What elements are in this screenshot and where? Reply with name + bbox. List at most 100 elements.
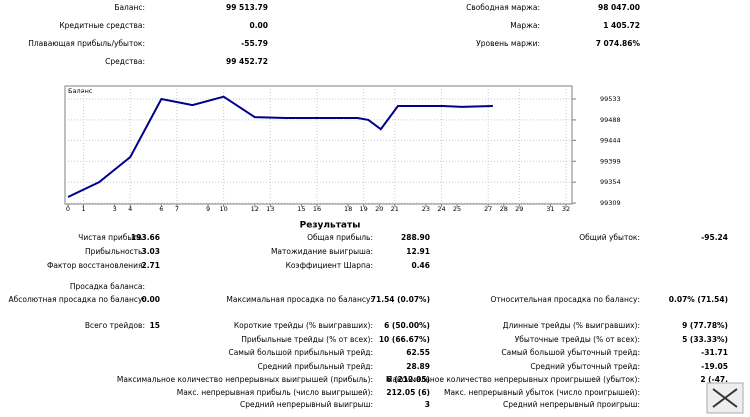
stat-value: 3.03 <box>141 247 160 256</box>
stat-label: Абсолютная просадка по балансу: <box>9 295 146 304</box>
y-tick-label: 99444 <box>600 136 621 144</box>
y-tick-label: 99488 <box>600 116 621 124</box>
stat-label: Общий убыток: <box>579 233 640 242</box>
stat-value: 9 (77.78%) <box>682 321 728 330</box>
stat-label: Самый большой убыточный трейд: <box>501 348 640 357</box>
x-tick-label: 16 <box>313 205 321 213</box>
stat-value: 28.89 <box>406 362 430 371</box>
x-tick-label: 10 <box>219 205 227 213</box>
icon-glyph <box>712 388 738 408</box>
x-tick-label: 1 <box>81 205 85 213</box>
stat-value: 6 (50.00%) <box>384 321 430 330</box>
stat-value: 62.55 <box>406 348 430 357</box>
x-tick-label: 3 <box>113 205 117 213</box>
y-tick-label: 99309 <box>600 199 621 207</box>
field-label: Маржа: <box>510 21 540 30</box>
stat-label: Убыточные трейды (% от всех): <box>515 335 640 344</box>
x-tick-label: 15 <box>297 205 305 213</box>
stat-value: 15 <box>150 321 160 330</box>
stat-label: Относительная просадка по балансу: <box>490 295 640 304</box>
stat-label: Чистая прибыль: <box>78 233 145 242</box>
stat-value: 5 (33.33%) <box>682 335 728 344</box>
x-tick-label: 24 <box>437 205 445 213</box>
field-value: 0.00 <box>249 21 268 30</box>
stat-value: -31.71 <box>701 348 728 357</box>
stat-value: 0.46 <box>411 261 430 270</box>
field-label: Свободная маржа: <box>466 3 540 12</box>
stat-value: 2 (-47. <box>700 375 728 384</box>
y-tick-label: 99354 <box>600 178 621 186</box>
section-title: Результаты <box>300 221 361 231</box>
stat-label: Длинные трейды (% выигравших): <box>503 321 640 330</box>
x-tick-label: 21 <box>391 205 399 213</box>
x-tick-label: 28 <box>500 205 508 213</box>
stat-label: Просадка баланса: <box>70 282 145 291</box>
chart-frame <box>64 85 573 205</box>
stat-label: Макс. непрерывный убыток (число проигрыш… <box>444 388 640 397</box>
y-tick-label: 99533 <box>600 95 621 103</box>
stat-label: Всего трейдов: <box>85 321 145 330</box>
x-tick-label: 6 <box>159 205 163 213</box>
y-tick-label: 99399 <box>600 157 621 165</box>
stat-value: 6 (212.05) <box>386 375 430 384</box>
stat-value: 212.05 (6) <box>386 388 430 397</box>
stat-label: Максимальное количество непрерывных прои… <box>386 375 640 384</box>
stat-label: Матожидание выигрыша: <box>271 247 373 256</box>
balance-line <box>67 95 493 198</box>
x-tick-label: 7 <box>175 205 179 213</box>
stat-label: Прибыльные трейды (% от всех): <box>241 335 373 344</box>
stat-value: 71.54 (0.07%) <box>371 295 430 304</box>
x-tick-label: 4 <box>128 205 132 213</box>
x-tick-label: 9 <box>206 205 210 213</box>
field-value: 7 074.86% <box>596 39 641 48</box>
field-label: Уровень маржи: <box>476 39 540 48</box>
stat-label: Прибыльность: <box>85 247 145 256</box>
stat-label: Средний прибыльный трейд: <box>257 362 373 371</box>
x-tick-label: 13 <box>266 205 274 213</box>
x-tick-label: 19 <box>360 205 368 213</box>
stat-label: Самый большой прибыльный трейд: <box>228 348 373 357</box>
field-value: 99 452.72 <box>226 57 268 66</box>
field-label: Средства: <box>105 57 145 66</box>
field-value: 1 405.72 <box>603 21 640 30</box>
stat-label: Общая прибыль: <box>307 233 373 242</box>
chart-title: Баланс <box>68 87 93 95</box>
field-value: 99 513.79 <box>226 3 268 12</box>
field-value: -55.79 <box>241 39 268 48</box>
x-tick-label: 12 <box>251 205 259 213</box>
field-value: 98 047.00 <box>598 3 640 12</box>
stat-label: Средний непрерывный выигрыш: <box>240 400 373 409</box>
x-tick-label: 29 <box>515 205 523 213</box>
x-tick-label: 32 <box>562 205 570 213</box>
stat-value: 193.66 <box>131 233 160 242</box>
stat-value: -95.24 <box>701 233 728 242</box>
field-label: Кредитные средства: <box>59 21 145 30</box>
stat-value: 10 (66.67%) <box>379 335 430 344</box>
stat-label: Макс. непрерывная прибыль (число выигрыш… <box>177 388 373 397</box>
stat-value: -19.05 <box>701 362 728 371</box>
stat-label: Максимальная просадка по балансу: <box>226 295 373 304</box>
stat-value: 12.91 <box>406 247 430 256</box>
stat-label: Коэффициент Шарпа: <box>286 261 373 270</box>
field-label: Плавающая прибыль/убыток: <box>28 39 145 48</box>
stat-label: Средний непрерывный проигрыш: <box>503 400 640 409</box>
x-tick-label: 31 <box>546 205 554 213</box>
stat-value: 288.90 <box>401 233 430 242</box>
x-tick-label: 0 <box>66 205 70 213</box>
stat-label: Средний убыточный трейд: <box>530 362 640 371</box>
stat-value: 2.71 <box>141 261 160 270</box>
x-tick-label: 18 <box>344 205 352 213</box>
stat-value: 0.07% (71.54) <box>669 295 728 304</box>
stat-label: Максимальное количество непрерывных выиг… <box>117 375 373 384</box>
stat-label: Фактор восстановления: <box>47 261 145 270</box>
x-tick-label: 25 <box>453 205 461 213</box>
stat-value: 0.00 <box>141 295 160 304</box>
x-tick-label: 20 <box>375 205 383 213</box>
x-tick-label: 27 <box>484 205 492 213</box>
x-tick-label: 23 <box>422 205 430 213</box>
stat-value: 3 <box>425 400 430 409</box>
field-label: Баланс: <box>114 3 145 12</box>
stat-label: Короткие трейды (% выигравших): <box>234 321 373 330</box>
